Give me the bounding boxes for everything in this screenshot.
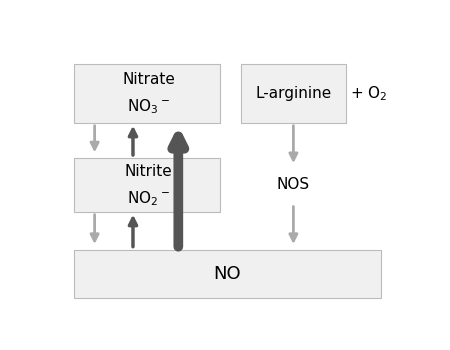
Text: NO: NO	[213, 265, 241, 283]
Bar	[74, 158, 220, 212]
Bar	[241, 64, 346, 123]
Text: NOS: NOS	[277, 177, 310, 192]
Text: Nitrate: Nitrate	[122, 72, 175, 87]
Text: Nitrite: Nitrite	[125, 164, 172, 179]
Text: L-arginine: L-arginine	[255, 86, 332, 101]
Text: NO$_2$$^-$: NO$_2$$^-$	[127, 189, 170, 208]
Text: NO$_3$$^-$: NO$_3$$^-$	[127, 97, 170, 116]
Bar	[74, 64, 220, 123]
Text: + O$_2$: + O$_2$	[350, 84, 387, 103]
Bar	[74, 250, 381, 298]
